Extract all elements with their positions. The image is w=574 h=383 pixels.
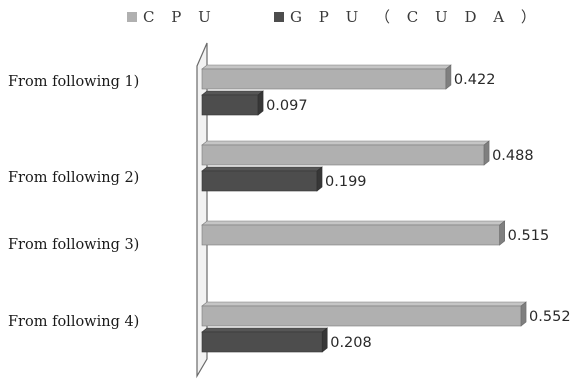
- legend-gpu-label: G P U （ C U D A ）: [290, 8, 542, 26]
- category-label: From following 1): [8, 74, 139, 90]
- category-label: From following 4): [8, 314, 139, 330]
- cpu-data-label: 0.488: [492, 148, 534, 164]
- cpu-bar: [201, 305, 522, 327]
- gpu-bar-top: [201, 90, 264, 96]
- cpu-data-label: 0.422: [454, 72, 496, 88]
- gpu-bar: [201, 94, 259, 116]
- gpu-data-label: 0.208: [330, 335, 372, 351]
- legend-cpu-label: C P U: [143, 8, 217, 26]
- gpu-data-label: 0.199: [325, 174, 367, 190]
- gpu-bar-top: [201, 166, 323, 172]
- cpu-bar-side: [483, 140, 490, 166]
- gpu-data-label: 0.097: [266, 98, 308, 114]
- cpu-bar-top: [201, 140, 490, 146]
- gpu-bar: [201, 170, 318, 192]
- gpu-bar-side: [316, 166, 323, 192]
- cpu-bar: [201, 68, 447, 90]
- gpu-bar-top: [201, 327, 329, 333]
- gpu-bar-side: [321, 327, 328, 353]
- cpu-data-label: 0.515: [508, 228, 550, 244]
- cpu-bar-side: [520, 301, 527, 327]
- cpu-data-label: 0.552: [529, 309, 571, 325]
- cpu-bar: [201, 144, 485, 166]
- category-label: From following 2): [8, 170, 139, 186]
- cpu-bar-side: [499, 220, 505, 246]
- cpu-bar-side: [445, 64, 452, 90]
- category-label: From following 3): [8, 237, 139, 253]
- legend-cpu-swatch: [127, 12, 137, 22]
- cpu-bar-top: [201, 64, 452, 70]
- cpu-bar-top: [201, 301, 527, 307]
- legend-gpu-swatch: [274, 12, 284, 22]
- cpu-bar: [201, 224, 500, 246]
- axis-wall: [196, 42, 208, 379]
- gpu-bar: [201, 331, 323, 353]
- gpu-bar-side: [257, 90, 264, 116]
- cpu-bar-top: [201, 220, 506, 226]
